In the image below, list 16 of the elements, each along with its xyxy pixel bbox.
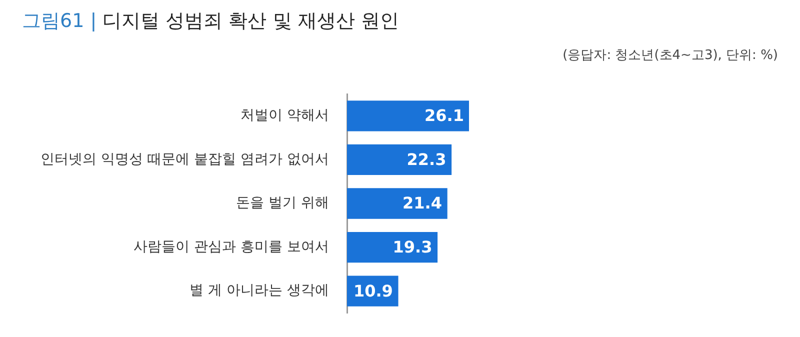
y-tick-label: 사람들이 관심과 흥미를 보여서 [134, 238, 329, 255]
y-tick-label: 처벌이 약해서 [240, 108, 329, 124]
y-tick-label: 인터넷의 익명성 때문에 붙잡힐 염려가 없어서 [40, 151, 329, 168]
bar [347, 100, 469, 132]
data-label: 19.3 [392, 237, 432, 256]
data-label: 22.3 [406, 150, 446, 169]
bar [347, 144, 452, 176]
bar [347, 188, 448, 219]
data-label: 21.4 [402, 194, 442, 213]
y-tick-label: 돈을 벌기 위해 [236, 195, 329, 212]
data-label: 26.1 [424, 106, 464, 126]
chart-title: 그림61 | 디지털 성범죄 확산 및 재생산 원인 [22, 9, 399, 34]
bar [347, 232, 438, 263]
y-tick-label: 별 게 아니라는 생각에 [190, 282, 329, 299]
data-label: 10.9 [353, 281, 393, 300]
text: (응답자: 청소년(초4~고3), 단위: %) [562, 47, 778, 64]
